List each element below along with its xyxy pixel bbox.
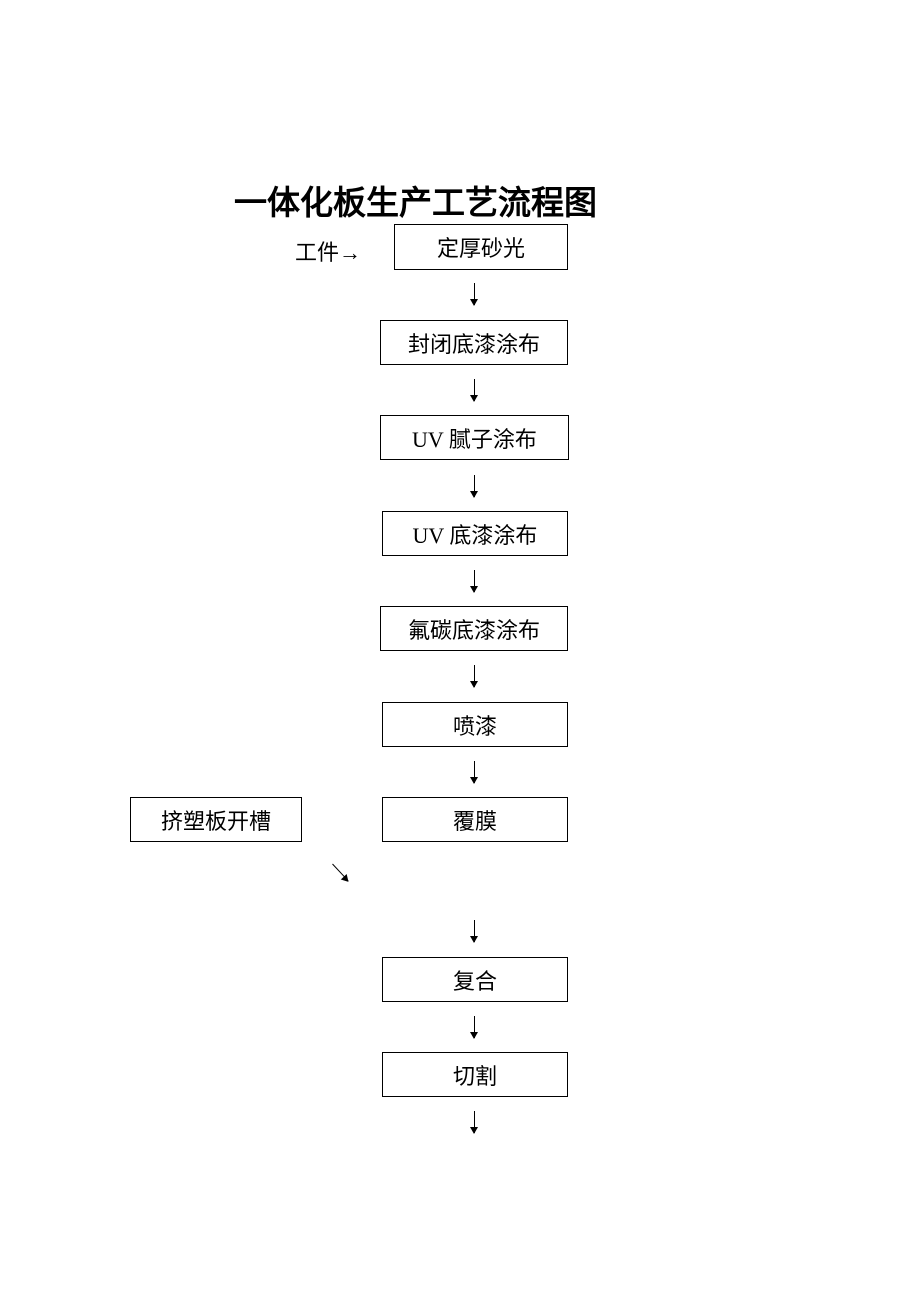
flow-node-n6: 喷漆 (382, 702, 568, 747)
flow-node-n4: UV 底漆涂布 (382, 511, 568, 556)
flow-node-n1: 定厚砂光 (394, 224, 568, 270)
flow-arrow-2 (474, 475, 475, 497)
flowchart-title: 一体化板生产工艺流程图 (234, 176, 597, 224)
flow-node-n7: 覆膜 (382, 797, 568, 842)
flow-arrow-8 (474, 1111, 475, 1133)
input-label: 工件→ (295, 235, 361, 267)
flow-node-n3: UV 腻子涂布 (380, 415, 569, 460)
flow-arrow-0 (474, 283, 475, 305)
flow-arrow-1 (474, 379, 475, 401)
flow-node-n9: 切割 (382, 1052, 568, 1097)
flow-node-n2: 封闭底漆涂布 (380, 320, 568, 365)
flow-arrow-7 (474, 1016, 475, 1038)
flow-arrow-4 (474, 665, 475, 687)
flow-arrow-9 (332, 864, 348, 882)
flow-node-side: 挤塑板开槽 (130, 797, 302, 842)
flow-arrow-6 (474, 920, 475, 942)
flow-arrow-5 (474, 761, 475, 783)
flow-node-n5: 氟碳底漆涂布 (380, 606, 568, 651)
flow-node-n8: 复合 (382, 957, 568, 1002)
flow-arrow-3 (474, 570, 475, 592)
